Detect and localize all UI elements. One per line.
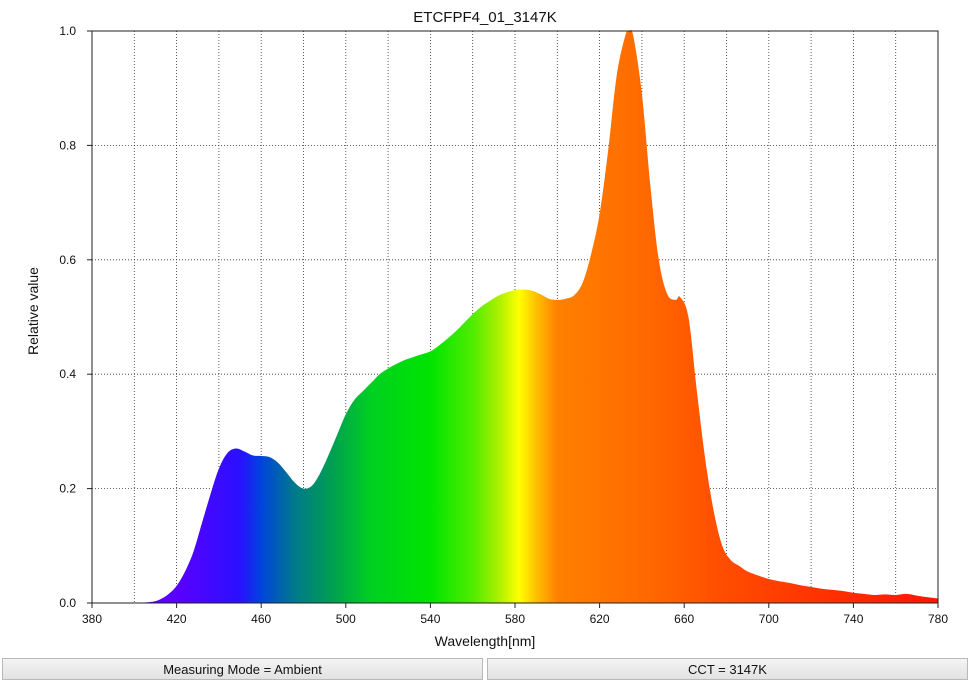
spectrum-area — [134, 29, 939, 603]
x-tick-label: 500 — [336, 612, 356, 626]
y-tick-label: 0.8 — [59, 138, 76, 152]
y-tick-label: 0.0 — [59, 596, 76, 610]
chart-title: ETCFPF4_01_3147K — [413, 9, 556, 26]
x-tick-label: 420 — [167, 612, 187, 626]
y-tick-label: 0.6 — [59, 253, 76, 267]
x-tick-label: 540 — [420, 612, 440, 626]
y-tick-label: 0.2 — [59, 482, 76, 496]
measuring-mode-status: Measuring Mode = Ambient — [2, 658, 483, 680]
x-tick-label: 580 — [505, 612, 525, 626]
y-tick-label: 1.0 — [59, 24, 76, 38]
x-tick-label: 740 — [843, 612, 863, 626]
cct-status: CCT = 3147K — [487, 658, 968, 680]
y-axis-title: Relative value — [25, 267, 41, 355]
x-tick-label: 380 — [82, 612, 102, 626]
y-tick-label: 0.4 — [59, 367, 76, 381]
x-tick-label: 660 — [674, 612, 694, 626]
status-bar: Measuring Mode = Ambient CCT = 3147K — [0, 658, 970, 683]
x-tick-label: 620 — [590, 612, 610, 626]
x-tick-label: 700 — [759, 612, 779, 626]
x-tick-label: 780 — [928, 612, 948, 626]
x-tick-label: 460 — [251, 612, 271, 626]
x-axis-title: Wavelength[nm] — [435, 633, 536, 649]
spectrum-chart: 380 420 460 500 540 580 620 660 700 740 780 0.0 0.2… — [25, 9, 948, 649]
